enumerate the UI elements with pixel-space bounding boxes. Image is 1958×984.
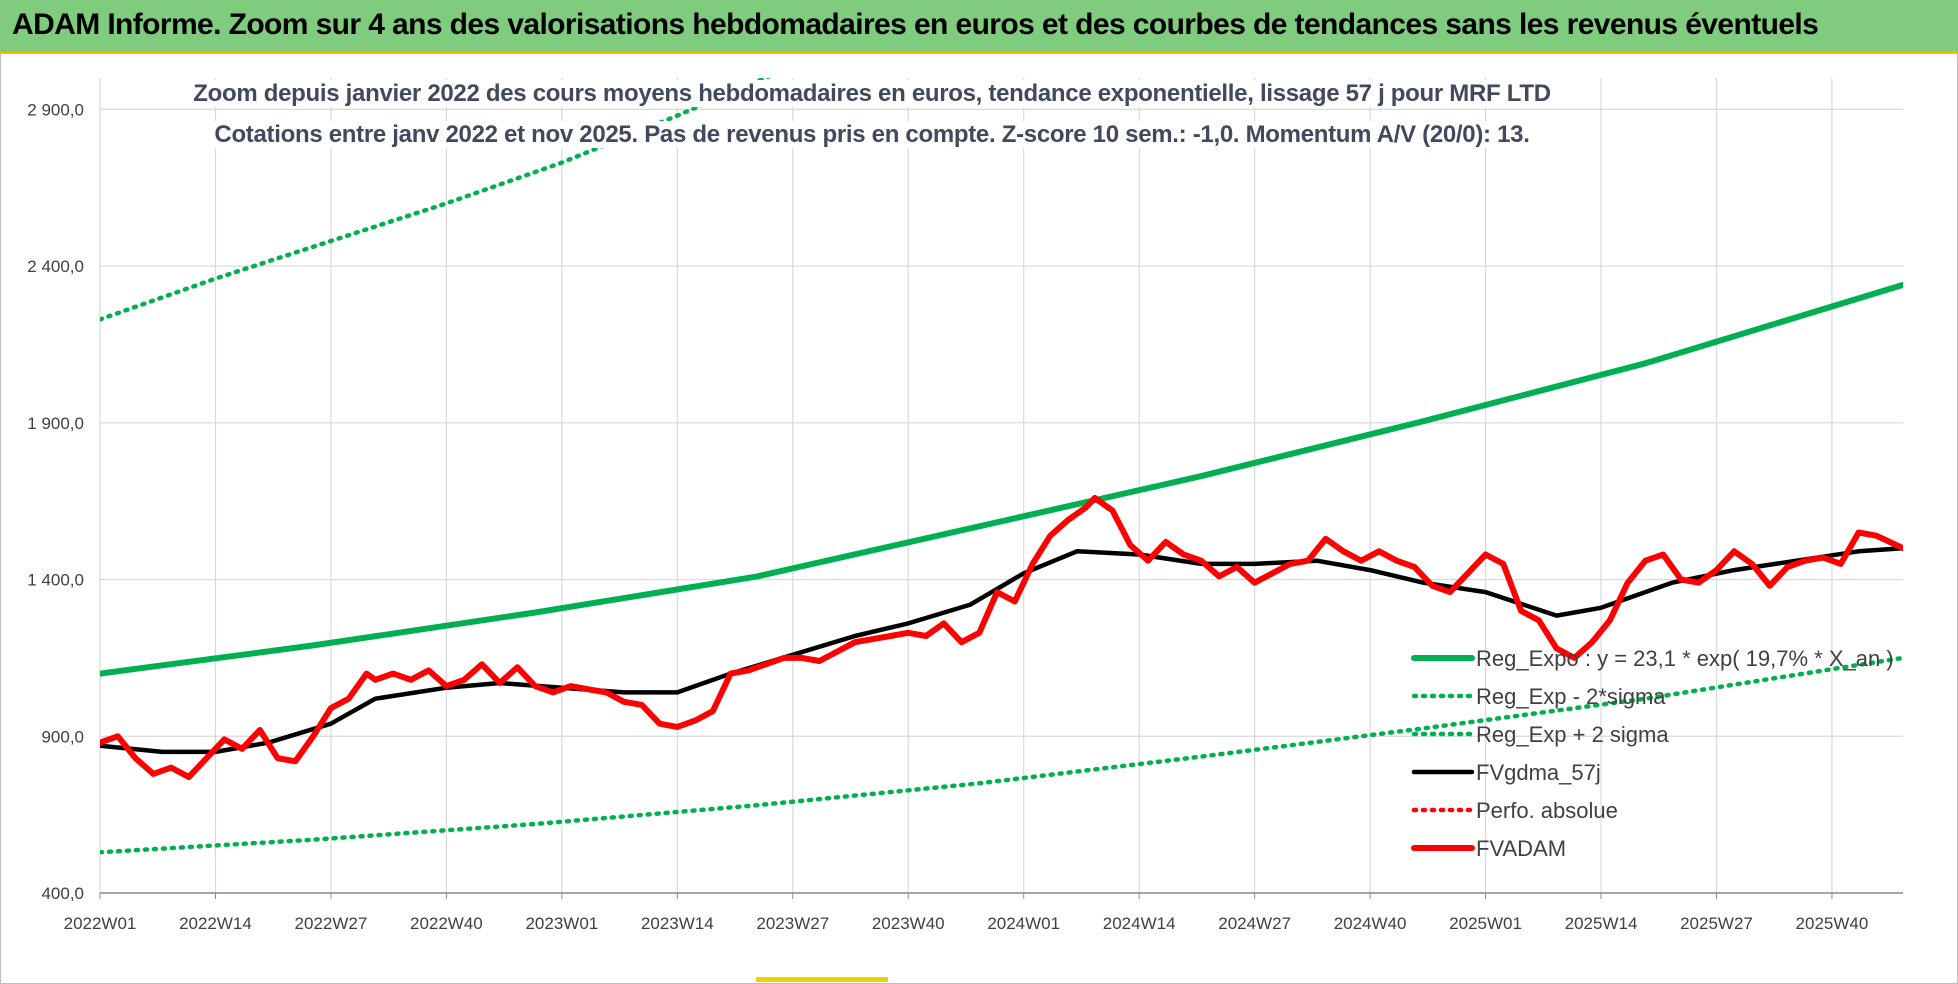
- x-tick-label: 2022W14: [179, 914, 252, 933]
- series-line-0: [100, 281, 1903, 677]
- x-tick-label: 2022W40: [410, 914, 483, 933]
- report-title: ADAM Informe. Zoom sur 4 ans des valoris…: [12, 8, 1819, 41]
- x-tick-label: 2023W40: [872, 914, 945, 933]
- legend-label: Perfo. absolue: [1476, 798, 1618, 823]
- y-tick-label: 1 400,0: [27, 571, 84, 590]
- legend-label: Reg_Exp - 2*sigma: [1476, 684, 1666, 709]
- x-tick-label: 2024W14: [1103, 914, 1176, 933]
- y-tick-label: 900,0: [41, 727, 84, 746]
- chart-title: Zoom depuis janvier 2022 des cours moyen…: [70, 80, 1674, 108]
- legend-label: FVgdma_57j: [1476, 760, 1601, 785]
- gridlines: [99, 78, 1903, 894]
- y-tick-label: 400,0: [41, 884, 84, 903]
- x-tick-label: 2024W27: [1218, 914, 1291, 933]
- scroll-indicator: [756, 977, 888, 982]
- legend-label: Reg_Expo : y = 23,1 * exp( 19,7% * X_an …: [1476, 646, 1894, 671]
- x-tick-label: 2025W27: [1680, 914, 1753, 933]
- series-line-2: [100, 78, 771, 322]
- series-line-5: [100, 495, 1903, 780]
- chart-subtitle: Cotations entre janv 2022 et nov 2025. P…: [70, 121, 1674, 149]
- series-lines: [100, 78, 1903, 855]
- x-tick-label: 2025W14: [1565, 914, 1638, 933]
- y-tick-label: 2 900,0: [27, 100, 84, 119]
- y-tick-label: 1 900,0: [27, 414, 84, 433]
- y-tick-label: 2 400,0: [27, 257, 84, 276]
- legend: Reg_Expo : y = 23,1 * exp( 19,7% * X_an …: [1411, 646, 1894, 861]
- series-line-1: [100, 655, 1903, 855]
- x-tick-label: 2024W40: [1334, 914, 1407, 933]
- y-axis-ticks: 400,0 900,0 1 400,0 1 900,0 2 400,0 2 900,0: [27, 100, 84, 903]
- x-tick-label: 2023W14: [641, 914, 714, 933]
- x-tick-label: 2022W01: [64, 914, 137, 933]
- x-tick-label: 2025W01: [1449, 914, 1522, 933]
- x-tick-label: 2023W01: [525, 914, 598, 933]
- x-axis-ticks: 2022W01 2022W14 2022W27 2022W40 2023W01 2023W…: [64, 892, 1903, 933]
- x-tick-label: 2023W27: [756, 914, 829, 933]
- legend-label: Reg_Exp + 2 sigma: [1476, 722, 1669, 747]
- legend-label: FVADAM: [1476, 836, 1566, 861]
- report-banner: ADAM Informe. Zoom sur 4 ans des valoris…: [0, 0, 1958, 54]
- x-tick-label: 2024W01: [987, 914, 1060, 933]
- series-line-3: [100, 545, 1903, 755]
- x-tick-label: 2022W27: [295, 914, 368, 933]
- x-tick-label: 2025W40: [1796, 914, 1869, 933]
